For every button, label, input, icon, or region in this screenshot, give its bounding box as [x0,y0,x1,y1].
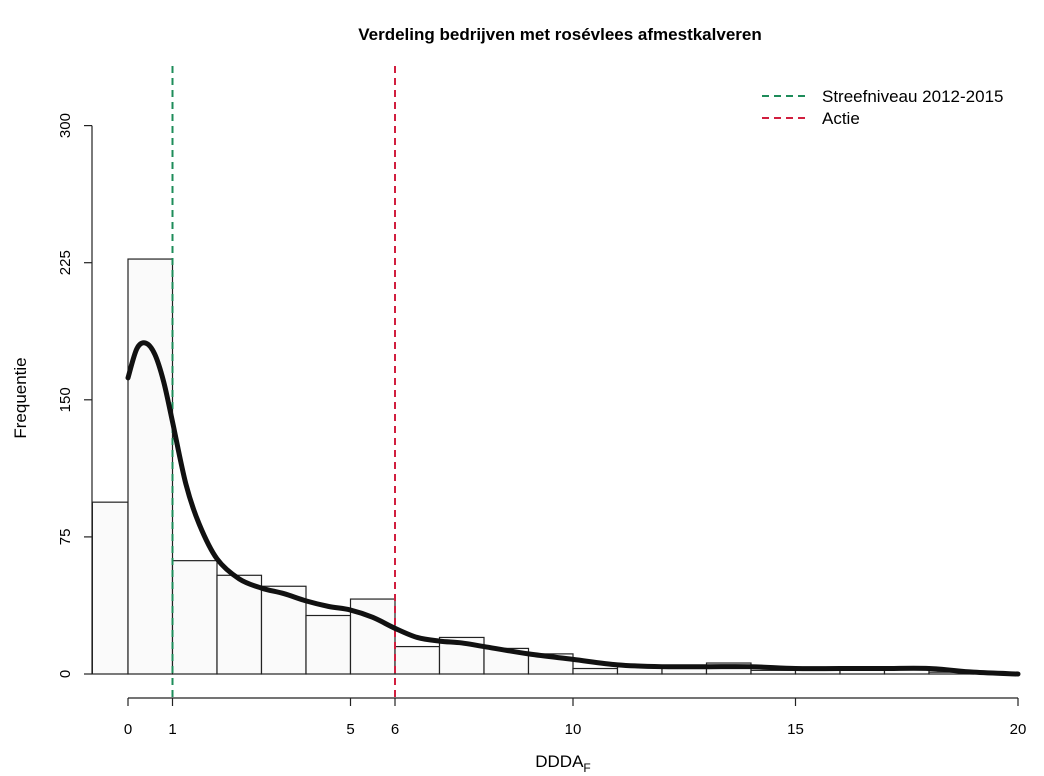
histogram-bar-2 [171,560,218,675]
histogram-bars [91,258,975,675]
histogram-bar-3 [216,574,263,675]
density-curve-layer [125,340,1021,677]
legend-label-1: Actie [822,109,860,128]
x-tick-label-10: 10 [565,721,582,738]
y-tick-label-225: 225 [57,250,74,275]
y-tick-label-0: 0 [57,670,74,678]
legend-label-0: Streefniveau 2012-2015 [822,87,1003,106]
density-curve [125,340,1021,677]
x-tick-label-5: 5 [346,721,354,738]
histogram-bar-11 [572,667,619,675]
legend: Streefniveau 2012-2015 Actie [762,87,1003,128]
x-axis-label: DDDAF [535,752,591,775]
x-tick-label-15: 15 [787,721,804,738]
reference-lines [171,66,396,698]
x-tick-label-0: 0 [124,721,132,738]
y-tick-label-75: 75 [57,529,74,546]
histogram-bar-5 [305,614,352,675]
histogram-bar-0 [91,501,129,675]
x-tick-label-20: 20 [1010,721,1027,738]
x-axis-label-main: DDDA [535,752,584,771]
histogram-bar-1 [127,258,174,675]
histogram-bar-7 [394,645,441,675]
histogram-bar-15 [750,669,797,675]
y-tick-label-150: 150 [57,387,74,412]
chart-title: Verdeling bedrijven met rosévlees afmest… [358,25,761,44]
x-tick-label-6: 6 [391,721,399,738]
x-tick-label-1: 1 [168,721,176,738]
y-axis-label: Frequentie [11,357,30,438]
y-tick-label-300: 300 [57,113,74,138]
x-axis-label-subscript: F [583,761,590,775]
